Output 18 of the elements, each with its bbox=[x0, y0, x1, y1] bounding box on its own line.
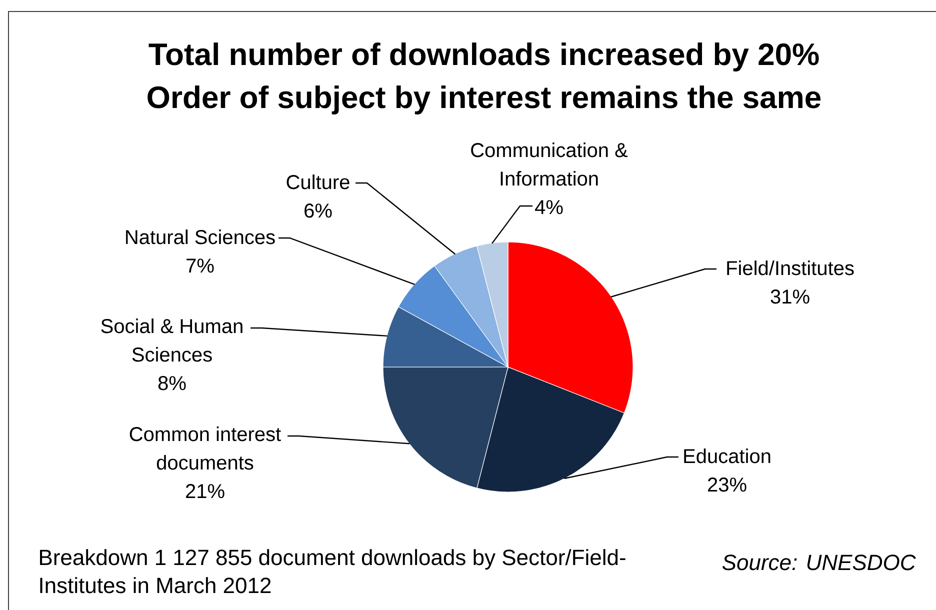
data-label: 6% bbox=[304, 204, 332, 218]
source-note: Source: UNESDOC bbox=[722, 554, 916, 570]
text: Breakdown 1 127 855 document downloads by Sector/Field-Institutes in March 2012 bbox=[40, 549, 626, 594]
slice-label: Culture bbox=[286, 174, 350, 190]
slice-label: Communication & Information bbox=[471, 142, 628, 186]
slice-label: Social & Human Sciences bbox=[101, 318, 242, 362]
slice-label: Natural Sciences bbox=[126, 230, 275, 244]
slice-label: Education bbox=[684, 448, 770, 464]
data-label: 31% bbox=[770, 290, 810, 304]
data-label: 23% bbox=[708, 478, 746, 492]
slice-label: Field/Institutes bbox=[727, 260, 854, 276]
slice-label: Common interest documents bbox=[130, 426, 281, 470]
data-label: 7% bbox=[186, 258, 214, 273]
data-label: 4% bbox=[535, 200, 563, 214]
data-label: 8% bbox=[158, 376, 186, 390]
chart-title: Total number of downloads increased by 20% bbox=[148, 42, 819, 72]
data-label: 21% bbox=[186, 484, 224, 498]
chart-subtitle: Order of subject by interest remains the same bbox=[148, 86, 821, 114]
